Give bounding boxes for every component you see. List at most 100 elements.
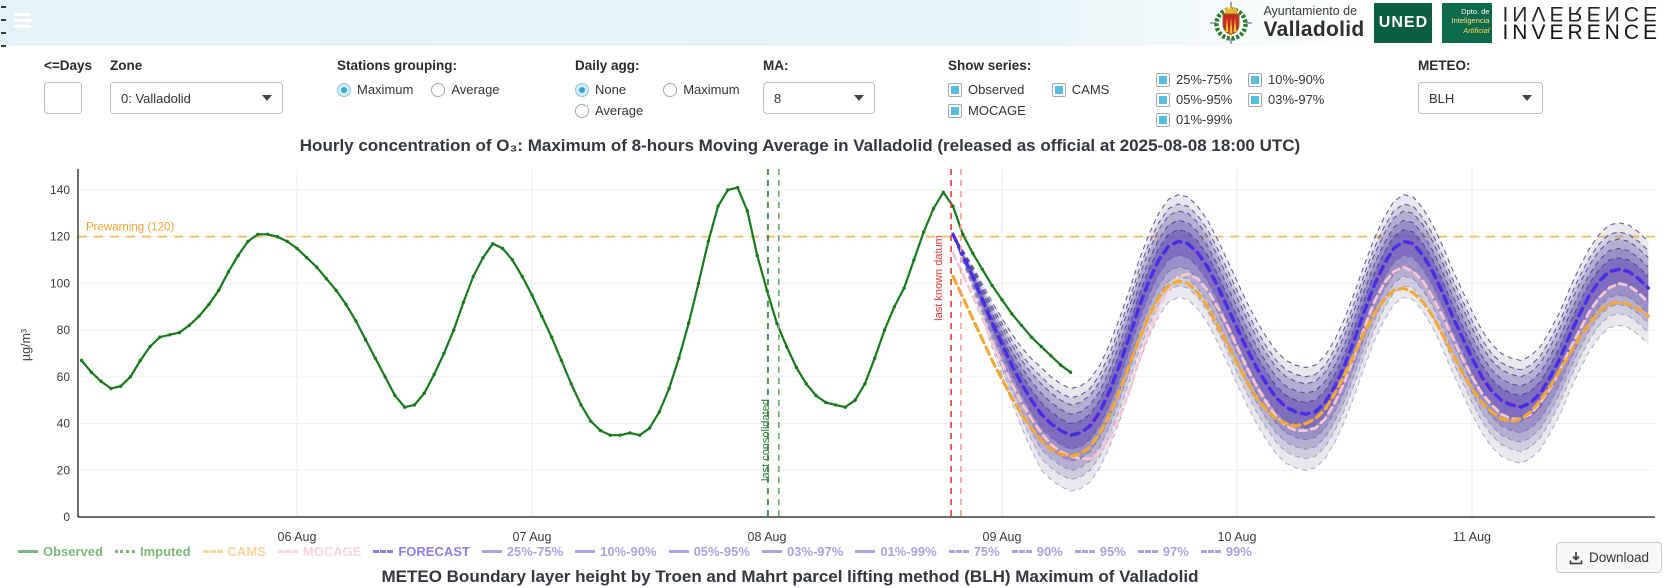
- top-header-bar: Ayuntamiento de Valladolid UNED Dpto. de…: [0, 0, 1667, 47]
- meteo-selected-value: BLH: [1429, 90, 1455, 106]
- chevron-down-icon: [854, 95, 864, 101]
- municipality-line2: Valladolid: [1263, 17, 1365, 41]
- zone-selected-value: 0: Valladolid: [121, 90, 191, 106]
- percentile-25%-75%[interactable]: 25%-75%: [1156, 72, 1244, 87]
- zone-select[interactable]: 0: Valladolid: [110, 82, 283, 114]
- stations-grouping-option-average[interactable]: Average: [431, 82, 500, 97]
- legend-item[interactable]: CAMS: [202, 544, 266, 559]
- checkbox-icon[interactable]: [1156, 92, 1170, 107]
- percentile-10%-90%-label: 10%-90%: [1268, 72, 1325, 87]
- legend-glyph: [277, 550, 298, 553]
- percentile-01%-99%-label: 01%-99%: [1176, 112, 1233, 127]
- legend-item[interactable]: 10%-90%: [575, 544, 657, 559]
- dept-line1: Dpto. de: [1461, 7, 1490, 16]
- legend-label: Observed: [43, 544, 103, 559]
- legend-item[interactable]: 25%-75%: [481, 544, 564, 559]
- radio-icon[interactable]: [337, 82, 351, 97]
- legend-label: 99%: [1225, 544, 1252, 559]
- svg-text:06 Aug: 06 Aug: [278, 530, 317, 544]
- legend-item[interactable]: Observed: [18, 544, 103, 559]
- checkbox-icon[interactable]: [1156, 112, 1170, 127]
- legend-item[interactable]: 90%: [1011, 544, 1063, 559]
- zone-control: Zone 0: Valladolid: [110, 58, 283, 114]
- ma-select[interactable]: 8: [763, 82, 875, 114]
- days-control: <=Days: [44, 58, 92, 114]
- show-series-mocage[interactable]: MOCAGE: [948, 103, 1026, 118]
- legend-item[interactable]: 95%: [1074, 544, 1126, 559]
- legend-glyph: [575, 550, 596, 553]
- legend-label: 10%-90%: [600, 544, 657, 559]
- legend-label: 97%: [1162, 544, 1189, 559]
- download-icon: [1569, 551, 1583, 564]
- stations-grouping-option-maximum-label: Maximum: [357, 82, 414, 97]
- daily-agg-option-maximum[interactable]: Maximum: [663, 82, 740, 97]
- checkbox-icon[interactable]: [1248, 72, 1262, 87]
- legend-item[interactable]: MOCAGE: [277, 544, 362, 559]
- show-series-observed[interactable]: Observed: [948, 82, 1026, 97]
- show-series-cams[interactable]: CAMS: [1051, 82, 1110, 97]
- legend-item[interactable]: Imputed: [114, 544, 191, 559]
- svg-text:0: 0: [63, 510, 70, 524]
- daily-agg-option-none[interactable]: None: [575, 82, 643, 97]
- chart-title: Hourly concentration of O₃: Maximum of 8…: [299, 136, 1301, 155]
- legend-label: 25%-75%: [506, 544, 564, 559]
- daily-agg-option-average[interactable]: Average: [575, 103, 643, 118]
- legend-item[interactable]: 05%-95%: [668, 544, 750, 559]
- stations-grouping-option-maximum[interactable]: Maximum: [337, 82, 413, 97]
- legend-item[interactable]: 97%: [1137, 544, 1189, 559]
- checkbox-icon[interactable]: [1156, 72, 1170, 87]
- meteo-select[interactable]: BLH: [1418, 82, 1543, 114]
- checkbox-icon[interactable]: [948, 82, 962, 97]
- svg-text:100: 100: [50, 276, 70, 290]
- legend-item[interactable]: 03%-97%: [761, 544, 843, 559]
- legend-label: 95%: [1099, 544, 1126, 559]
- menu-icon[interactable]: [14, 13, 32, 31]
- legend-glyph: [481, 550, 502, 553]
- checkbox-icon[interactable]: [948, 103, 962, 118]
- svg-text:last known datum: last known datum: [933, 235, 945, 321]
- legend-label: 75%: [973, 544, 1000, 559]
- percentile-10%-90%[interactable]: 10%-90%: [1248, 72, 1324, 87]
- radio-icon[interactable]: [575, 103, 589, 118]
- dept-ia-logo: Dpto. de Inteligencia Artificial: [1442, 3, 1493, 43]
- legend-glyph: [373, 550, 394, 553]
- download-button[interactable]: Download: [1556, 542, 1663, 573]
- svg-text:60: 60: [57, 370, 71, 384]
- svg-text:80: 80: [57, 323, 71, 337]
- radio-icon[interactable]: [431, 82, 446, 97]
- legend-glyph: [202, 550, 223, 553]
- zone-label: Zone: [110, 58, 143, 73]
- percentile-25%-75%-label: 25%-75%: [1176, 72, 1233, 87]
- svg-text:last consolidated: last consolidated: [760, 399, 772, 481]
- legend-item[interactable]: 75%: [948, 544, 1000, 559]
- legend-label: MOCAGE: [302, 544, 362, 559]
- ma-label: MA:: [763, 58, 789, 73]
- svg-text:10 Aug: 10 Aug: [1218, 530, 1257, 544]
- percentile-05%-95%[interactable]: 05%-95%: [1156, 92, 1244, 107]
- legend-item[interactable]: FORECAST: [373, 544, 470, 559]
- chart-legend: Observed Imputed CAMS MOCAGE FORECAST 25%-75%…: [18, 544, 1252, 559]
- percentile-01%-99%[interactable]: 01%-99%: [1156, 112, 1244, 127]
- legend-label: Imputed: [139, 544, 191, 559]
- radio-icon[interactable]: [575, 82, 589, 97]
- inverence-mirrored-text: INVERENCE: [1502, 2, 1661, 25]
- percentile-03%-97%[interactable]: 03%-97%: [1248, 92, 1324, 107]
- legend-glyph: [1137, 550, 1158, 553]
- municipality-line1: Ayuntamiento de: [1263, 4, 1358, 19]
- inverence-logo: INVERENCE INVERENCE: [1502, 2, 1661, 43]
- checkbox-icon[interactable]: [1248, 92, 1262, 107]
- svg-text:09 Aug: 09 Aug: [983, 530, 1022, 544]
- legend-glyph: [948, 550, 969, 553]
- legend-item[interactable]: 01%-99%: [855, 544, 937, 559]
- legend-glyph: [1074, 550, 1095, 553]
- meteo-control: METEO: BLH: [1418, 58, 1543, 114]
- svg-text:40: 40: [57, 417, 71, 431]
- legend-item[interactable]: 99%: [1200, 544, 1252, 559]
- days-input[interactable]: [44, 82, 82, 114]
- checkbox-icon[interactable]: [1051, 82, 1066, 97]
- show-series-cams-label: CAMS: [1071, 82, 1110, 97]
- ma-selected-value: 8: [774, 90, 782, 106]
- radio-icon[interactable]: [663, 82, 678, 97]
- chevron-down-icon: [262, 95, 272, 101]
- legend-glyph: [18, 550, 38, 553]
